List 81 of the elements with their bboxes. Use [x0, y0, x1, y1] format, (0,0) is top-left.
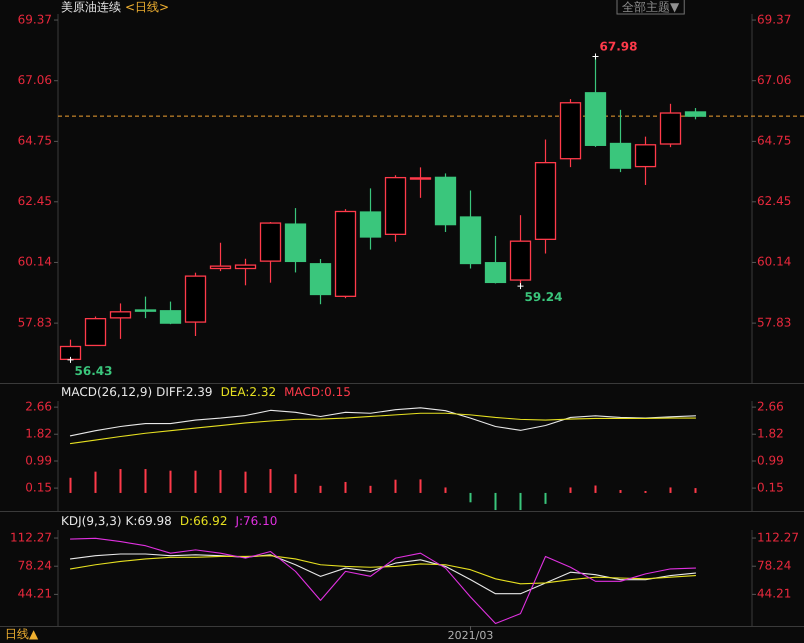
y2-tick-label: 62.45 — [757, 194, 792, 208]
candlestick — [134, 296, 156, 319]
bar — [470, 492, 472, 502]
chart-title: MACD(26,12,9) — [61, 385, 152, 399]
text: J:76.10 — [234, 514, 278, 528]
bar — [444, 487, 446, 493]
candlestick — [684, 107, 706, 120]
bar — [594, 486, 596, 493]
y2-tick-label: 78.24 — [757, 558, 792, 572]
bar — [294, 474, 296, 493]
y-tick-label: 62.45 — [18, 194, 52, 208]
candlestick — [160, 300, 182, 325]
y2-tick-label: 57.83 — [757, 315, 792, 330]
y-tick-label: 69.37 — [18, 12, 52, 26]
bar — [270, 469, 272, 493]
bar — [520, 492, 522, 510]
text: K:69.98 — [126, 514, 172, 528]
text: D:66.92 — [180, 514, 228, 528]
series-label: DEA:2.32 — [220, 385, 276, 399]
text: MACD:0.15 — [284, 385, 351, 399]
y2-tick-label: 0.15 — [757, 480, 784, 494]
y-tick-label: 44.21 — [18, 586, 52, 601]
bar — [194, 470, 196, 493]
bar — [370, 486, 372, 493]
bar — [494, 492, 496, 510]
y-tick-label: 112.27 — [10, 530, 52, 544]
annotation: 67.98 — [600, 40, 638, 54]
line-series — [70, 407, 696, 436]
y-tick-label: 2.66 — [25, 399, 52, 414]
y2-tick-label: 0.99 — [757, 453, 784, 468]
bar — [570, 487, 572, 493]
y2-tick-label: 112.27 — [757, 530, 799, 544]
line-series — [70, 553, 696, 594]
y2-tick-label: 60.14 — [757, 254, 792, 269]
line-series — [70, 412, 696, 444]
candlestick — [410, 166, 432, 198]
bar — [220, 470, 222, 493]
text: 日线▲ — [5, 627, 39, 641]
candlestick — [634, 136, 656, 186]
y-tick-label: 60.14 — [18, 254, 52, 269]
candlestick — [110, 302, 132, 340]
y-tick-label: 64.75 — [18, 134, 52, 148]
y-tick-label: 78.24 — [18, 558, 52, 572]
chart-title: KDJ(9,3,3) — [61, 514, 122, 528]
candlestick — [484, 235, 506, 284]
chart-title: 美原油连续 — [61, 0, 121, 14]
bar — [544, 492, 546, 504]
bar — [170, 470, 172, 493]
line-series — [70, 538, 696, 624]
bar — [344, 482, 346, 493]
line-series — [70, 555, 696, 584]
y-tick-label: 57.83 — [18, 315, 52, 330]
y-tick-label: 0.15 — [25, 480, 52, 494]
annotation: 全部主题▼ — [622, 0, 680, 14]
candlestick — [234, 258, 256, 286]
y2-tick-label: 1.82 — [757, 426, 784, 441]
annotation: 56.43 — [74, 364, 112, 378]
bar — [144, 469, 146, 493]
y2-tick-label: 44.21 — [757, 586, 792, 601]
y2-tick-label: 2.66 — [757, 399, 784, 414]
bar — [94, 472, 96, 493]
y-tick-label: 0.99 — [25, 453, 52, 468]
bar — [70, 478, 72, 493]
bar — [394, 480, 396, 493]
bar — [694, 488, 696, 493]
bar — [620, 490, 622, 493]
annotation: 59.24 — [524, 290, 562, 304]
y-tick-label: 1.82 — [25, 426, 52, 441]
x-tick-label: 2021/03 — [448, 629, 494, 642]
bar — [320, 486, 322, 493]
y2-tick-label: 69.37 — [757, 12, 792, 26]
bar — [120, 469, 122, 493]
bar — [244, 472, 246, 493]
bar — [420, 479, 422, 493]
series-label: DIFF:2.39 — [156, 385, 213, 399]
y2-tick-label: 67.06 — [757, 72, 792, 87]
y2-tick-label: 64.75 — [757, 134, 792, 148]
chart-subtitle: <日线> — [125, 0, 170, 14]
candlestick — [210, 242, 232, 272]
y-tick-label: 67.06 — [18, 72, 52, 87]
bar — [670, 487, 672, 493]
